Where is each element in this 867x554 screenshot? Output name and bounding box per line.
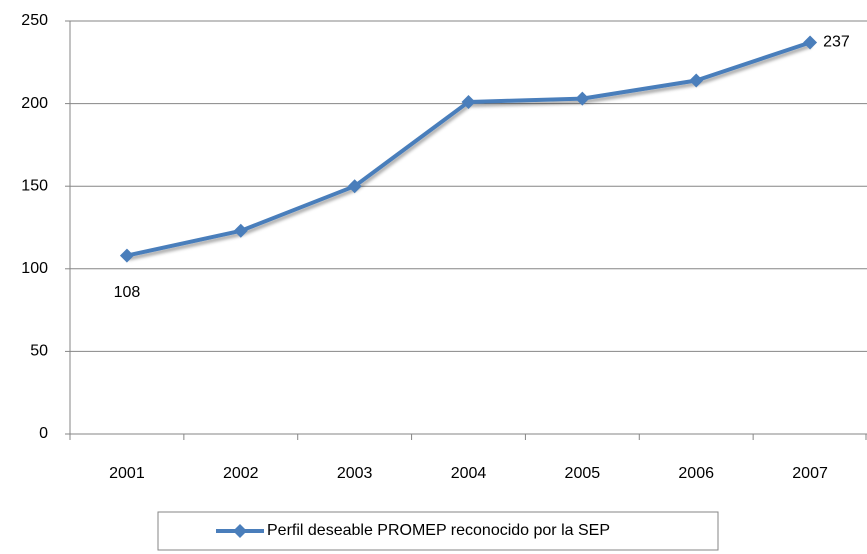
- x-tick-label: 2007: [792, 465, 828, 482]
- data-label: 108: [114, 284, 141, 301]
- x-tick-label: 2006: [678, 465, 714, 482]
- y-tick-label: 150: [21, 177, 48, 194]
- y-tick-label: 0: [39, 425, 48, 442]
- x-tick-label: 2005: [565, 465, 601, 482]
- y-tick-label: 200: [21, 95, 48, 112]
- y-tick-label: 100: [21, 260, 48, 277]
- y-tick-label: 250: [21, 12, 48, 29]
- grid: [65, 20, 867, 440]
- x-tick-label: 2003: [337, 465, 373, 482]
- y-tick-label: 50: [30, 343, 48, 360]
- marker: [233, 223, 248, 238]
- marker: [575, 91, 590, 106]
- marker: [803, 35, 818, 50]
- plot: [119, 35, 818, 263]
- data-label: 237: [823, 34, 850, 51]
- legend: Perfil deseable PROMEP reconocido por la…: [157, 511, 719, 551]
- marker: [461, 94, 476, 109]
- line: [126, 40, 811, 258]
- marker: [119, 248, 134, 263]
- marker: [689, 73, 704, 88]
- marker: [347, 179, 362, 194]
- legend-label: Perfil deseable PROMEP reconocido por la…: [267, 522, 610, 539]
- x-tick-label: 2004: [451, 465, 487, 482]
- x-tick-label: 2001: [109, 465, 145, 482]
- x-tick-label: 2002: [223, 465, 259, 482]
- legend-marker: [233, 524, 247, 538]
